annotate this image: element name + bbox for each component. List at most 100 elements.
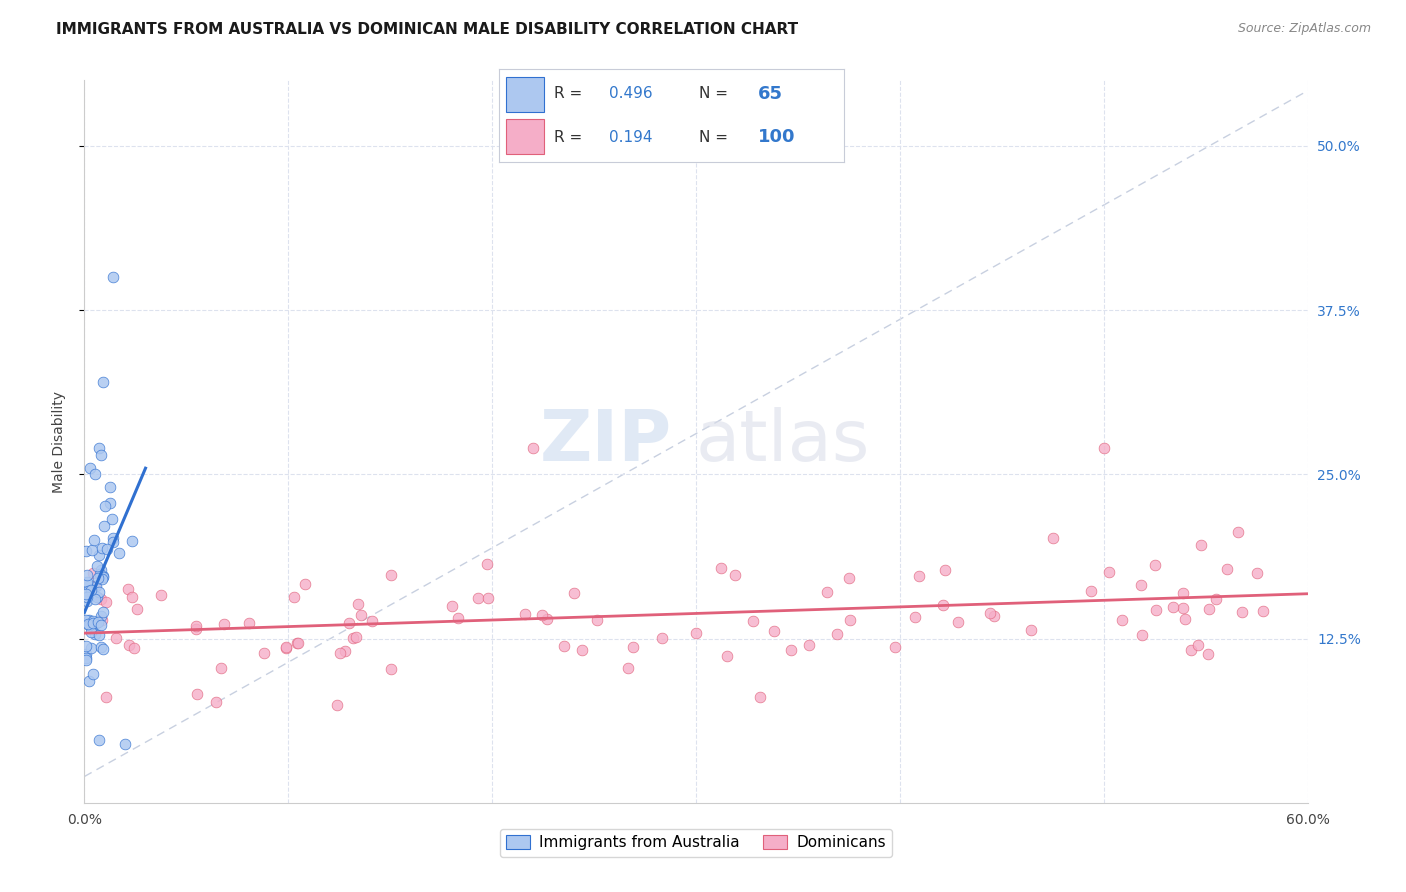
Text: ZIP: ZIP	[540, 407, 672, 476]
Point	[76, 577, 98, 591]
Point	[89, 567, 111, 582]
Point	[380, 662, 402, 676]
Point	[77, 618, 100, 632]
Point	[285, 636, 308, 650]
Point	[1129, 577, 1152, 591]
Point	[651, 631, 673, 645]
Point	[77, 674, 100, 689]
Point	[108, 546, 131, 560]
Point	[121, 590, 143, 604]
Point	[1092, 441, 1115, 455]
Point	[186, 623, 208, 637]
Point	[553, 639, 575, 653]
Point	[1216, 562, 1239, 576]
Point	[839, 614, 862, 628]
Point	[253, 646, 276, 660]
Point	[283, 591, 305, 605]
Text: N =: N =	[699, 129, 733, 145]
Point	[238, 616, 260, 631]
Point	[76, 567, 98, 582]
Point	[91, 569, 114, 583]
Point	[621, 640, 644, 655]
Point	[1098, 565, 1121, 579]
Point	[1198, 601, 1220, 615]
Point	[477, 558, 499, 572]
Point	[80, 583, 103, 598]
Point	[87, 615, 110, 629]
Point	[1163, 599, 1185, 614]
Point	[380, 568, 402, 582]
Point	[90, 592, 112, 607]
Point	[80, 640, 103, 655]
Point	[350, 607, 373, 622]
Point	[1189, 538, 1212, 552]
Point	[101, 534, 124, 549]
FancyBboxPatch shape	[506, 77, 544, 112]
Point	[294, 577, 316, 591]
Point	[149, 588, 172, 602]
Point	[86, 590, 108, 604]
Point	[98, 480, 121, 494]
Point	[101, 270, 124, 285]
Point	[96, 595, 118, 609]
Point	[742, 614, 765, 628]
Point	[76, 583, 98, 598]
Point	[946, 615, 969, 629]
Point	[440, 599, 463, 614]
Point	[75, 639, 97, 653]
Point	[76, 590, 98, 604]
Point	[75, 587, 97, 601]
Point	[77, 616, 100, 631]
Point	[617, 661, 640, 675]
Point	[186, 687, 208, 701]
Point	[333, 643, 356, 657]
Point	[585, 613, 607, 627]
Point	[1246, 566, 1268, 580]
Point	[75, 648, 97, 662]
FancyBboxPatch shape	[506, 120, 544, 154]
Point	[1042, 532, 1064, 546]
Text: R =: R =	[554, 87, 588, 102]
Point	[75, 613, 97, 627]
Point	[91, 541, 114, 555]
Point	[360, 615, 382, 629]
Point	[91, 573, 114, 587]
Point	[75, 544, 97, 558]
Point	[89, 585, 111, 599]
Point	[79, 613, 101, 627]
Point	[87, 732, 110, 747]
Point	[1171, 586, 1194, 600]
Point	[82, 666, 104, 681]
Point	[83, 627, 105, 641]
Point	[79, 460, 101, 475]
Point	[1080, 584, 1102, 599]
Point	[91, 376, 114, 390]
Point	[96, 541, 118, 556]
Point	[212, 617, 235, 632]
Text: IMMIGRANTS FROM AUSTRALIA VS DOMINICAN MALE DISABILITY CORRELATION CHART: IMMIGRANTS FROM AUSTRALIA VS DOMINICAN M…	[56, 22, 799, 37]
Point	[82, 616, 104, 631]
Point	[86, 571, 108, 585]
Point	[83, 592, 105, 607]
Point	[1227, 524, 1250, 539]
Point	[1174, 612, 1197, 626]
Point	[209, 661, 232, 675]
Point	[710, 561, 733, 575]
Point	[101, 531, 124, 545]
Point	[75, 651, 97, 665]
Point	[83, 579, 105, 593]
Point	[80, 542, 103, 557]
Point	[82, 614, 104, 628]
Point	[86, 558, 108, 573]
Point	[780, 642, 803, 657]
Point	[87, 548, 110, 562]
Point	[90, 609, 112, 624]
Legend: Immigrants from Australia, Dominicans: Immigrants from Australia, Dominicans	[499, 830, 893, 856]
Point	[91, 605, 114, 619]
Point	[125, 602, 148, 616]
Point	[979, 607, 1001, 621]
Point	[204, 695, 226, 709]
Point	[932, 598, 955, 612]
Text: N =: N =	[699, 87, 733, 102]
Point	[571, 642, 593, 657]
